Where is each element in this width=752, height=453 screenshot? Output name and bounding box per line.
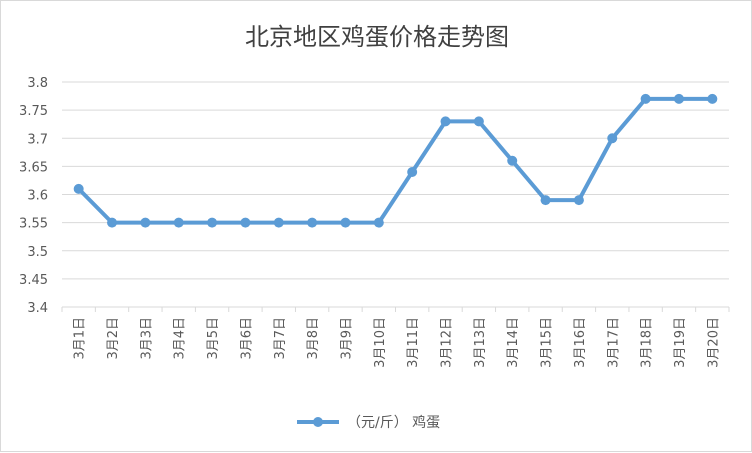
x-tick-label: 3月11日 bbox=[406, 317, 421, 368]
data-point bbox=[273, 217, 284, 228]
data-point bbox=[440, 116, 451, 127]
grid-lines bbox=[62, 81, 729, 280]
data-point bbox=[407, 167, 418, 177]
data-point bbox=[240, 217, 251, 228]
x-tick-label: 3月19日 bbox=[673, 317, 688, 368]
data-point bbox=[107, 217, 118, 228]
data-point bbox=[207, 217, 218, 228]
y-tick-label: 3.6 bbox=[27, 189, 48, 204]
data-point bbox=[540, 195, 551, 206]
y-tick-label: 3.55 bbox=[19, 217, 48, 232]
y-tick-label: 3.7 bbox=[27, 132, 48, 147]
legend-marker bbox=[313, 417, 323, 427]
x-tick-label: 3月3日 bbox=[139, 317, 154, 360]
x-tick-label: 3月2日 bbox=[106, 317, 121, 360]
x-tick-label: 3月10日 bbox=[373, 317, 388, 368]
chart-title: 北京地区鸡蛋价格走势图 bbox=[245, 23, 509, 51]
y-tick-label: 3.4 bbox=[27, 301, 48, 316]
x-tick-label: 3月6日 bbox=[239, 317, 254, 360]
x-tick-label: 3月7日 bbox=[273, 317, 288, 360]
y-tick-label: 3.5 bbox=[27, 245, 48, 260]
x-tick-label: 3月12日 bbox=[440, 317, 455, 368]
x-tick-label: 3月1日 bbox=[73, 317, 88, 360]
x-tick-label: 3月8日 bbox=[306, 317, 321, 360]
data-point bbox=[640, 93, 651, 104]
y-tick-label: 3.8 bbox=[27, 76, 48, 91]
data-point bbox=[607, 133, 618, 144]
y-tick-label: 3.65 bbox=[19, 160, 48, 175]
x-tick-label: 3月15日 bbox=[540, 317, 555, 368]
x-tick-label: 3月4日 bbox=[173, 317, 188, 360]
data-point bbox=[140, 217, 151, 228]
data-point bbox=[673, 93, 684, 104]
x-tick-label: 3月5日 bbox=[206, 317, 221, 360]
y-axis-ticks: 3.4 3.45 3.5 3.55 3.6 3.65 3.7 3.75 3.8 bbox=[19, 76, 48, 316]
legend: （元/斤） 鸡蛋 bbox=[297, 414, 440, 431]
data-point bbox=[173, 217, 184, 228]
y-tick-label: 3.75 bbox=[19, 104, 48, 119]
x-tick-label: 3月18日 bbox=[640, 317, 655, 368]
data-point bbox=[340, 217, 351, 228]
data-points bbox=[73, 93, 718, 228]
x-tick-label: 3月16日 bbox=[573, 317, 588, 368]
x-tick-label: 3月9日 bbox=[339, 317, 354, 360]
legend-label: （元/斤） 鸡蛋 bbox=[347, 414, 440, 431]
data-point bbox=[373, 217, 384, 228]
data-point bbox=[73, 183, 84, 194]
data-point bbox=[473, 116, 484, 127]
data-point bbox=[573, 195, 584, 206]
data-point bbox=[507, 155, 518, 166]
y-tick-label: 3.45 bbox=[19, 273, 48, 288]
data-point bbox=[307, 217, 318, 228]
data-point bbox=[707, 93, 718, 104]
x-axis-ticks: 3月1日 3月2日 3月3日 3月4日 3月5日 3月6日 3月7日 3月8日 3月9日 3月10… bbox=[61, 307, 730, 368]
x-tick-label: 3月14日 bbox=[506, 317, 521, 368]
x-tick-label: 3月13日 bbox=[473, 317, 488, 368]
x-tick-label: 3月17日 bbox=[606, 317, 621, 368]
x-tick-label: 3月20日 bbox=[706, 317, 721, 368]
series-line bbox=[76, 96, 715, 225]
